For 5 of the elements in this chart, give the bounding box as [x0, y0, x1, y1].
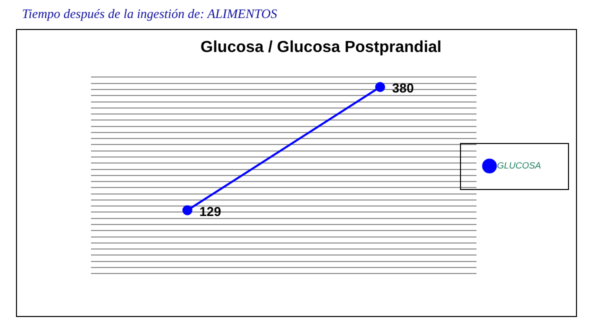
data-label: 129	[199, 204, 222, 219]
legend-label: GLUCOSA	[496, 160, 542, 170]
chart-title: Glucosa / Glucosa Postprandial	[200, 39, 442, 56]
text: Tiempo después de la ingestión de: ALIMENTOS	[22, 6, 278, 22]
data-label: 380	[392, 80, 414, 96]
